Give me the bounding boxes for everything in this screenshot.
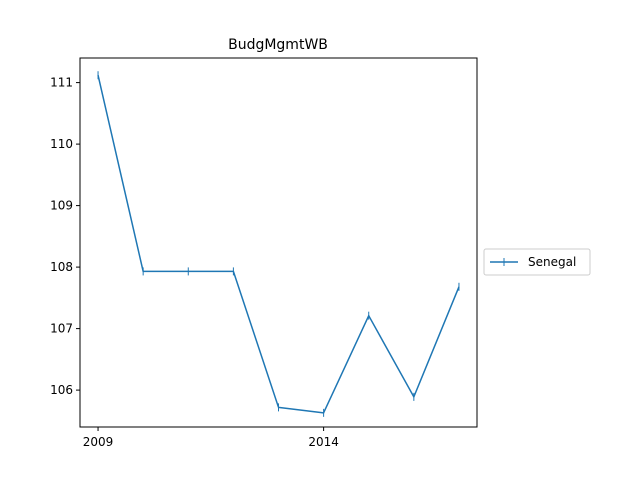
y-tick-label: 108 — [50, 260, 73, 274]
plot-area — [79, 57, 478, 428]
y-tick-label: 109 — [50, 199, 73, 213]
y-tick-label: 110 — [50, 137, 73, 151]
legend-box — [483, 248, 591, 276]
y-tick-label: 107 — [50, 322, 73, 336]
x-tick-label: 2014 — [308, 435, 339, 449]
legend-label-senegal: Senegal — [528, 255, 576, 269]
y-tick-label: 106 — [50, 383, 73, 397]
x-axis: 2009 2014 — [83, 427, 339, 449]
series-layer — [97, 71, 460, 417]
y-axis: 106 107 108 109 110 111 — [50, 76, 80, 397]
legend[interactable]: Senegal — [483, 248, 591, 276]
chart-title: BudgMgmtWB — [228, 37, 328, 53]
x-tick-label: 2009 — [83, 435, 114, 449]
y-tick-label: 111 — [50, 76, 73, 90]
